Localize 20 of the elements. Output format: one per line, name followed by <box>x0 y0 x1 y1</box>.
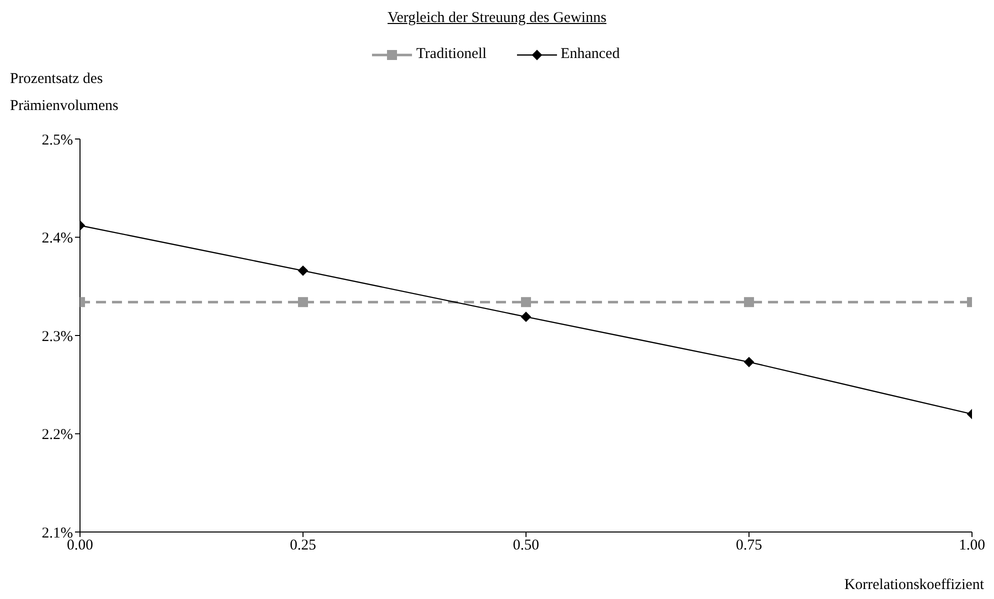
y-tick-label: 2.4% <box>42 230 73 247</box>
point <box>744 297 754 308</box>
x-tick-label: 0.25 <box>290 538 316 554</box>
x-tick-label: 1.00 <box>958 538 986 554</box>
point <box>520 312 532 322</box>
y-tick-label: 2.3% <box>42 328 73 345</box>
y-tick-label: 2.5% <box>42 132 73 148</box>
x-axis-title: Korrelationskoeffizient <box>844 577 984 594</box>
chart-title: Vergleich der Streuung des Gewinns <box>386 10 608 27</box>
y-axis-title: Prozentsatz des Prämienvolumens <box>10 70 118 116</box>
legend-label: Traditionell <box>416 46 487 63</box>
point <box>298 297 308 308</box>
y-tick-label: 2.2% <box>42 427 73 444</box>
x-tick-label: 0.00 <box>66 538 94 554</box>
point <box>744 356 754 368</box>
point <box>521 297 531 308</box>
legend-label: Enhanced <box>560 46 620 63</box>
x-tick-label: 0.50 <box>512 538 540 554</box>
x-tick-label: 0.75 <box>736 538 762 554</box>
point <box>298 265 308 276</box>
